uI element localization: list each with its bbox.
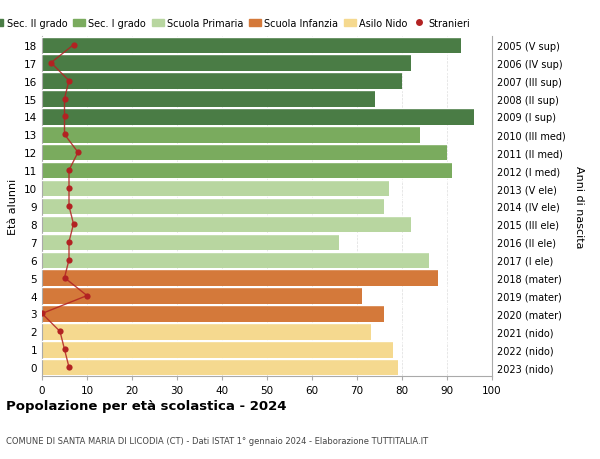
Point [60,131,70,139]
Bar [42,270,438,286]
Point [37,310,47,318]
Point [64,185,74,192]
Point [60,113,70,121]
Bar [42,56,411,72]
Point [69,221,79,228]
Y-axis label: Età alunni: Età alunni [8,179,19,235]
Y-axis label: Anni di nascita: Anni di nascita [574,165,584,248]
Point [82,292,92,300]
Point [64,203,74,210]
Bar [42,341,393,358]
Point [46,60,56,67]
Bar [42,109,474,125]
Bar [42,127,420,143]
Bar [42,234,339,251]
Text: COMUNE DI SANTA MARIA DI LICODIA (CT) - Dati ISTAT 1° gennaio 2024 - Elaborazion: COMUNE DI SANTA MARIA DI LICODIA (CT) - … [6,436,428,445]
Point [69,42,79,49]
Bar [42,38,461,54]
Point [73,149,83,157]
Point [60,274,70,282]
Bar [42,91,375,107]
Point [60,95,70,103]
Bar [42,306,384,322]
Text: Popolazione per età scolastica - 2024: Popolazione per età scolastica - 2024 [6,399,287,412]
Bar [42,288,362,304]
Bar [42,252,429,269]
Bar [42,145,447,161]
Bar [42,324,371,340]
Bar [42,359,398,375]
Point [64,167,74,174]
Point [60,346,70,353]
Point [64,257,74,264]
Bar [42,162,452,179]
Bar [42,73,402,90]
Bar [42,216,411,233]
Point [64,78,74,85]
Point [64,239,74,246]
Point [64,364,74,371]
Bar [42,180,389,197]
Legend: Sec. II grado, Sec. I grado, Scuola Primaria, Scuola Infanzia, Asilo Nido, Stran: Sec. II grado, Sec. I grado, Scuola Prim… [0,18,470,28]
Point [55,328,65,336]
Bar [42,198,384,215]
